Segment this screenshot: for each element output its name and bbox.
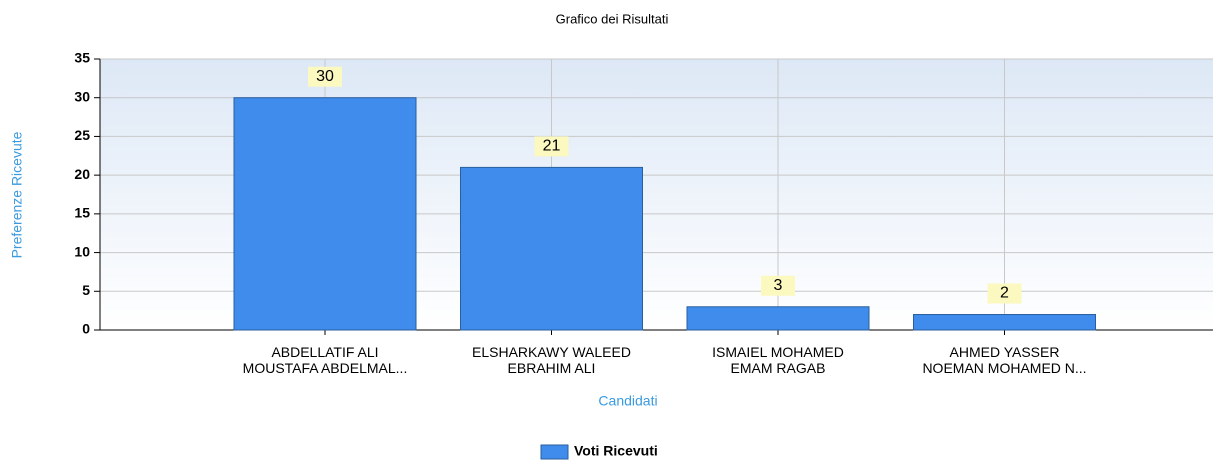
x-tick-label-line: EMAM RAGAB xyxy=(731,360,826,376)
x-tick-label-line: ABDELLATIF ALI xyxy=(271,344,378,360)
y-tick-label: 5 xyxy=(82,282,90,298)
y-tick-label: 0 xyxy=(82,321,90,337)
data-label-box xyxy=(308,66,342,87)
legend-label: Voti Ricevuti xyxy=(574,443,658,459)
y-axis-title: Preferenze Ricevute xyxy=(9,131,25,258)
y-tick-label: 25 xyxy=(74,127,90,143)
x-tick-label: ISMAIEL MOHAMED EMAM RAGAB xyxy=(712,344,844,376)
y-tick-label: 20 xyxy=(74,166,90,182)
bar xyxy=(460,166,643,331)
y-tick-label: 35 xyxy=(74,50,90,66)
y-tick-label: 15 xyxy=(74,205,90,221)
x-tick-label: ABDELLATIF ALI MOUSTAFA ABDELMAL... xyxy=(243,344,408,376)
data-label-box xyxy=(987,283,1022,304)
data-label: 30 xyxy=(316,68,334,85)
data-label: 3 xyxy=(774,277,783,294)
x-tick-label: ELSHARKAWY WALEED EBRAHIM ALI xyxy=(472,344,631,376)
y-tick-label: 10 xyxy=(74,243,90,259)
data-label: 2 xyxy=(1000,285,1009,302)
bar xyxy=(233,97,417,331)
bar xyxy=(686,306,870,331)
chart-title: Grafico dei Risultati xyxy=(556,11,669,26)
x-tick-label-line: EBRAHIM ALI xyxy=(508,360,596,376)
x-tick-label-line: MOUSTAFA ABDELMAL... xyxy=(243,360,408,376)
x-tick-label: AHMED YASSER NOEMAN MOHAMED N... xyxy=(922,344,1086,376)
x-axis-title: Candidati xyxy=(598,393,657,409)
data-label: 21 xyxy=(543,138,561,155)
x-tick-label-line: AHMED YASSER xyxy=(950,344,1060,360)
legend-swatch xyxy=(540,444,569,460)
x-tick-label-line: NOEMAN MOHAMED N... xyxy=(922,360,1086,376)
y-tick-label: 30 xyxy=(74,88,90,104)
x-tick-label-line: ELSHARKAWY WALEED xyxy=(472,344,631,360)
x-tick-label-line: ISMAIEL MOHAMED xyxy=(712,344,844,360)
data-label-box xyxy=(534,136,569,157)
bar xyxy=(913,314,1096,331)
data-label-box xyxy=(761,275,795,296)
